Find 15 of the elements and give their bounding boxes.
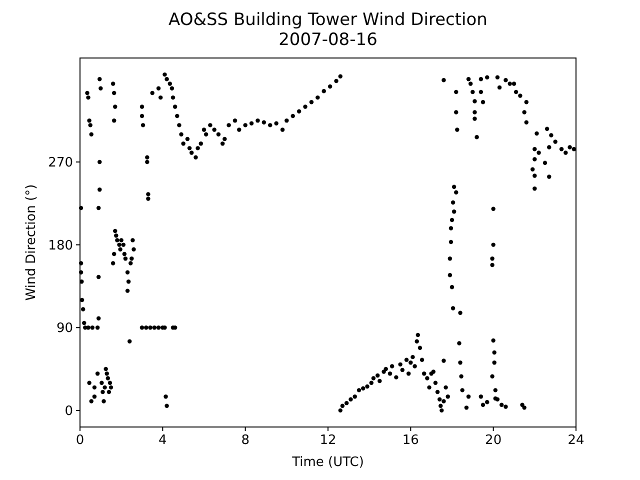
x-axis-title: Time (UTC) (291, 455, 364, 470)
y-tick-label: 0 (64, 404, 73, 419)
x-tick-label: 12 (320, 433, 336, 448)
x-tick-label: 24 (568, 433, 584, 448)
x-tick-label: 0 (76, 433, 84, 448)
x-tick-label: 20 (485, 433, 502, 448)
chart-title: AO&SS Building Tower Wind Direction (168, 10, 488, 30)
x-tick-label: 16 (402, 433, 419, 448)
y-tick-label: 180 (48, 238, 73, 254)
x-tick-label: 8 (241, 433, 250, 448)
y-tick-label: 270 (48, 155, 73, 170)
y-tick-label: 90 (56, 321, 73, 336)
chart-subtitle: 2007-08-16 (278, 30, 378, 50)
x-tick-label: 4 (158, 433, 167, 448)
y-axis-title: Wind Direction (°) (24, 184, 39, 301)
